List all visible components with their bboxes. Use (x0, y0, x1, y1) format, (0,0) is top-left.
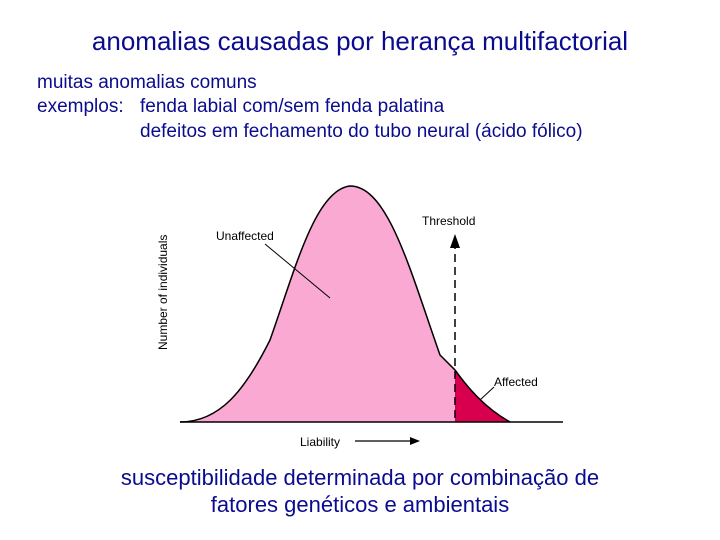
caption-line-1: susceptibilidade determinada por combina… (120, 465, 600, 490)
examples-prefix: exemplos: (37, 96, 124, 117)
page-title: anomalias causadas por herança multifact… (91, 26, 629, 56)
intro-line: muitas anomalias comuns (37, 72, 257, 93)
example-item-2: defeitos em fechamento do tubo neural (á… (140, 121, 583, 142)
affected-pointer (479, 386, 495, 401)
caption-line-2: fatores genéticos e ambientais (210, 492, 510, 517)
unaffected-pointer (264, 243, 331, 299)
y-axis-label: Number of individuals (156, 235, 170, 350)
distribution-curve (179, 185, 511, 423)
x-axis-label: Liability (300, 435, 340, 449)
unaffected-area (180, 186, 455, 422)
affected-label: Affected (494, 375, 538, 389)
liability-arrowhead (410, 437, 420, 445)
liability-threshold-diagram: Unaffected Threshold Affected Liability … (156, 185, 563, 449)
threshold-label: Threshold (422, 214, 475, 228)
affected-area (455, 370, 510, 422)
example-item-1: fenda labial com/sem fenda palatina (140, 96, 445, 117)
threshold-arrowhead (450, 234, 460, 248)
unaffected-label: Unaffected (216, 229, 274, 243)
